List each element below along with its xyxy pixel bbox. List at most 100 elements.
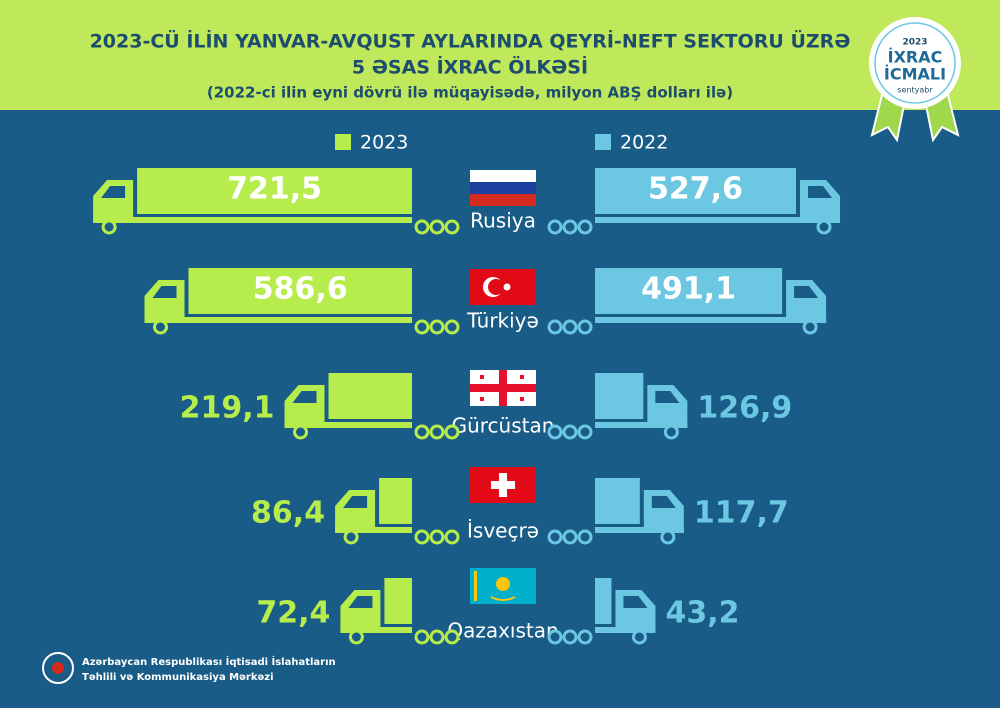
chassis bbox=[93, 217, 413, 223]
badge-inner bbox=[874, 22, 956, 104]
wheel bbox=[562, 319, 578, 335]
footer-text: Azərbaycan Respublikası İqtisadi İslahat… bbox=[82, 654, 336, 668]
wheel bbox=[577, 219, 593, 235]
wheel bbox=[547, 319, 563, 335]
category-label: Qazaxıstan bbox=[447, 619, 558, 643]
badge-text: İCMALI bbox=[884, 65, 946, 84]
wheel bbox=[631, 629, 647, 645]
wheel bbox=[547, 529, 563, 545]
wheel bbox=[660, 529, 676, 545]
wheel bbox=[547, 219, 563, 235]
value-label: 126,9 bbox=[697, 391, 792, 426]
chassis bbox=[595, 217, 841, 223]
wheel bbox=[562, 529, 578, 545]
badge-text: İXRAC bbox=[888, 48, 943, 67]
badge: 2023 İXRAC İCMALI sentyabr bbox=[869, 17, 961, 143]
value-label: 72,4 bbox=[256, 596, 330, 631]
wheel bbox=[429, 629, 445, 645]
wheel bbox=[444, 529, 460, 545]
value-label: 43,2 bbox=[665, 596, 739, 631]
bar bbox=[595, 478, 640, 524]
subtitle: (2022-ci ilin eyni dövrü ilə müqayisədə,… bbox=[207, 84, 733, 102]
header-band bbox=[0, 0, 1000, 110]
wheel bbox=[414, 319, 430, 335]
cab-window bbox=[623, 596, 648, 608]
wheel bbox=[663, 424, 679, 440]
bar bbox=[595, 268, 783, 314]
chassis bbox=[595, 527, 684, 533]
cab-window bbox=[655, 391, 680, 403]
legend-swatch bbox=[335, 134, 351, 150]
cab-window bbox=[343, 496, 368, 508]
emblem-center bbox=[52, 662, 64, 674]
chassis bbox=[144, 317, 412, 323]
value-label: 219,1 bbox=[180, 391, 275, 426]
wheel bbox=[444, 219, 460, 235]
chassis bbox=[595, 317, 827, 323]
wheel bbox=[577, 629, 593, 645]
badge-month: sentyabr bbox=[897, 86, 933, 95]
value-label: 117,7 bbox=[694, 496, 789, 531]
category-label: Gürcüstan bbox=[452, 414, 555, 438]
bar bbox=[328, 373, 412, 419]
wheel bbox=[444, 424, 460, 440]
wheel bbox=[414, 629, 430, 645]
wheel bbox=[348, 629, 364, 645]
cab-window bbox=[152, 286, 177, 298]
value-label: 721,5 bbox=[227, 172, 322, 207]
bar bbox=[137, 168, 412, 214]
flag-turkey bbox=[470, 269, 536, 305]
bar bbox=[384, 578, 412, 624]
legend-label: 2023 bbox=[360, 132, 408, 154]
wheel bbox=[343, 529, 359, 545]
flag-switzerland bbox=[470, 467, 536, 503]
cab-window bbox=[808, 186, 833, 198]
wheel bbox=[414, 424, 430, 440]
value-label: 491,1 bbox=[641, 272, 736, 307]
chassis bbox=[284, 422, 412, 428]
cab-window bbox=[101, 186, 126, 198]
wheel bbox=[101, 219, 117, 235]
wheel bbox=[547, 629, 563, 645]
chassis bbox=[595, 422, 688, 428]
legend-label: 2022 bbox=[620, 132, 668, 154]
cab-window bbox=[794, 286, 819, 298]
wheel bbox=[429, 529, 445, 545]
bar bbox=[379, 478, 412, 524]
title-line: 2023-CÜ İLİN YANVAR-AVQUST AYLARINDA QEY… bbox=[90, 29, 851, 53]
wheel bbox=[562, 629, 578, 645]
chassis bbox=[335, 527, 412, 533]
wheel bbox=[444, 629, 460, 645]
bar bbox=[595, 578, 612, 624]
category-label: Rusiya bbox=[470, 209, 536, 233]
chassis bbox=[340, 627, 412, 633]
wheel bbox=[293, 424, 309, 440]
flag-georgia bbox=[470, 370, 536, 406]
legend-swatch bbox=[595, 134, 611, 150]
cab-window bbox=[651, 496, 676, 508]
bar bbox=[188, 268, 412, 314]
footer-text: Təhlili və Kommunikasiya Mərkəzi bbox=[82, 672, 274, 683]
wheel bbox=[429, 319, 445, 335]
wheel bbox=[414, 219, 430, 235]
chassis bbox=[595, 627, 656, 633]
title-line: 5 ƏSAS İXRAC ÖLKƏSİ bbox=[352, 55, 588, 79]
flag-russia bbox=[470, 170, 536, 206]
bar bbox=[595, 373, 644, 419]
category-label: Türkiyə bbox=[466, 309, 539, 333]
badge-year: 2023 bbox=[902, 38, 927, 48]
wheel bbox=[429, 424, 445, 440]
wheel bbox=[577, 424, 593, 440]
wheel bbox=[562, 424, 578, 440]
cab-window bbox=[292, 391, 317, 403]
wheel bbox=[802, 319, 818, 335]
cab-window bbox=[348, 596, 373, 608]
flag-kazakhstan bbox=[470, 568, 536, 604]
category-label: İsveçrə bbox=[467, 519, 539, 543]
wheel bbox=[429, 219, 445, 235]
value-label: 527,6 bbox=[648, 172, 743, 207]
wheel bbox=[444, 319, 460, 335]
wheel bbox=[562, 219, 578, 235]
